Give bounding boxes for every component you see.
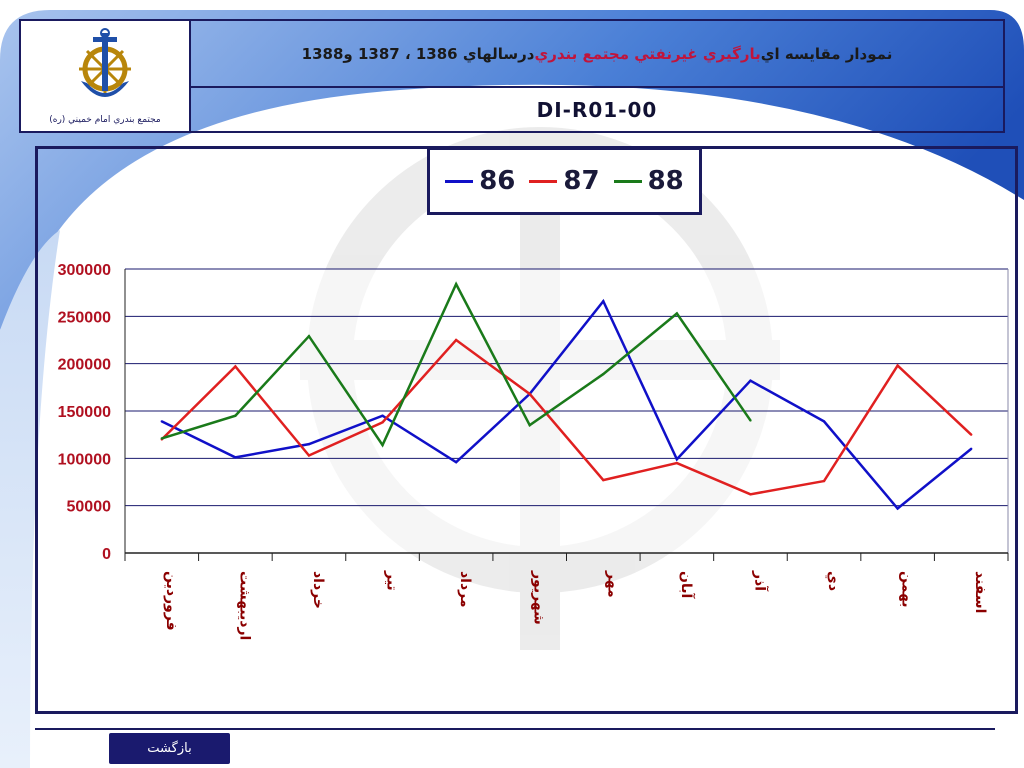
legend-item-86: 86 [445,166,515,196]
data-point-87-5 [528,392,531,396]
footer-divider [35,728,995,730]
data-point-87-1 [234,365,237,368]
document-code: DI-R01-00 [536,97,658,122]
data-point-87-6 [602,478,605,482]
data-point-86-0 [160,420,163,423]
legend-item-87: 87 [529,166,600,196]
legend-swatch-86 [445,179,474,183]
series-line-86 [161,298,972,511]
legend-label-88: 88 [647,166,684,196]
y-tick-label-150000: 150000 [58,404,111,421]
x-tick-label-4: مرداد [457,571,473,608]
series-line-87 [160,338,973,496]
data-point-87-9 [822,479,826,483]
x-tick-label-3: تير [384,570,400,591]
port-logo-icon [79,28,131,97]
y-tick-label-300000: 300000 [58,262,111,279]
data-point-88-3 [381,443,384,447]
data-point-86-1 [234,456,237,459]
data-point-86-9 [822,420,826,423]
y-tick-label-200000: 200000 [58,357,111,374]
title-part-1: نمودار مقايسه اي [760,44,893,63]
data-point-88-7 [675,312,679,315]
legend-item-88: 88 [613,166,684,196]
legend-swatch-88 [613,179,642,183]
data-point-87-3 [381,421,384,424]
data-point-87-11 [970,433,973,436]
data-point-87-7 [675,461,679,465]
y-tick-label-0: 0 [102,546,111,563]
data-point-87-2 [307,454,311,457]
data-point-88-6 [602,372,605,376]
data-point-86-3 [381,414,384,417]
data-point-87-8 [749,493,752,496]
title-part-2: بارگيري غيرنفتي مجتمع بندري [534,44,761,63]
back-button[interactable]: بازگشت [109,733,230,764]
data-point-86-2 [307,442,311,446]
logo-caption: مجتمع بندري امام خميني (ره) [49,115,161,125]
data-point-86-10 [896,507,899,510]
data-point-88-5 [528,424,531,427]
x-tick-label-7: آبان [678,571,696,599]
x-tick-label-8: آذر [751,570,769,592]
page-title: نمودار مقايسه اي بارگيري غيرنفتي مجتمع ب… [191,21,1003,88]
legend-label-87: 87 [563,166,600,196]
logo-cell: مجتمع بندري امام خميني (ره) [21,21,191,131]
legend-label-86: 86 [479,166,516,196]
x-tick-label-2: خرداد [310,571,326,609]
data-point-86-11 [970,447,973,451]
data-point-88-0 [160,437,163,440]
x-tick-label-10: بهمن [899,571,915,607]
y-tick-label-50000: 50000 [67,499,112,516]
data-point-86-7 [675,458,679,461]
data-point-88-1 [234,414,237,417]
y-tick-label-100000: 100000 [58,451,111,468]
x-tick-label-1: ارديبهشت [236,571,252,640]
x-tick-label-5: شهريور [531,570,547,625]
data-point-86-8 [749,379,752,382]
header-table: مجتمع بندري امام خميني (ره) نمودار مقايس… [19,19,1005,133]
data-point-87-4 [454,338,458,342]
data-point-86-4 [454,460,458,464]
data-point-87-10 [896,364,899,367]
x-tick-label-11: اسفند [972,571,988,613]
x-tick-label-0: فروردين [163,571,179,631]
x-tick-label-6: مهر [604,570,620,598]
title-part-3: درسالهاي 1386 ، 1387 و1388 [301,44,535,63]
y-tick-label-250000: 250000 [58,309,111,326]
data-point-86-6 [602,299,605,303]
data-point-88-4 [454,282,458,286]
x-tick-label-9: دي [824,571,841,591]
data-point-88-2 [307,335,311,338]
legend-swatch-87 [529,179,558,183]
data-point-88-8 [749,419,752,422]
chart-legend: 86 87 88 [427,147,702,215]
